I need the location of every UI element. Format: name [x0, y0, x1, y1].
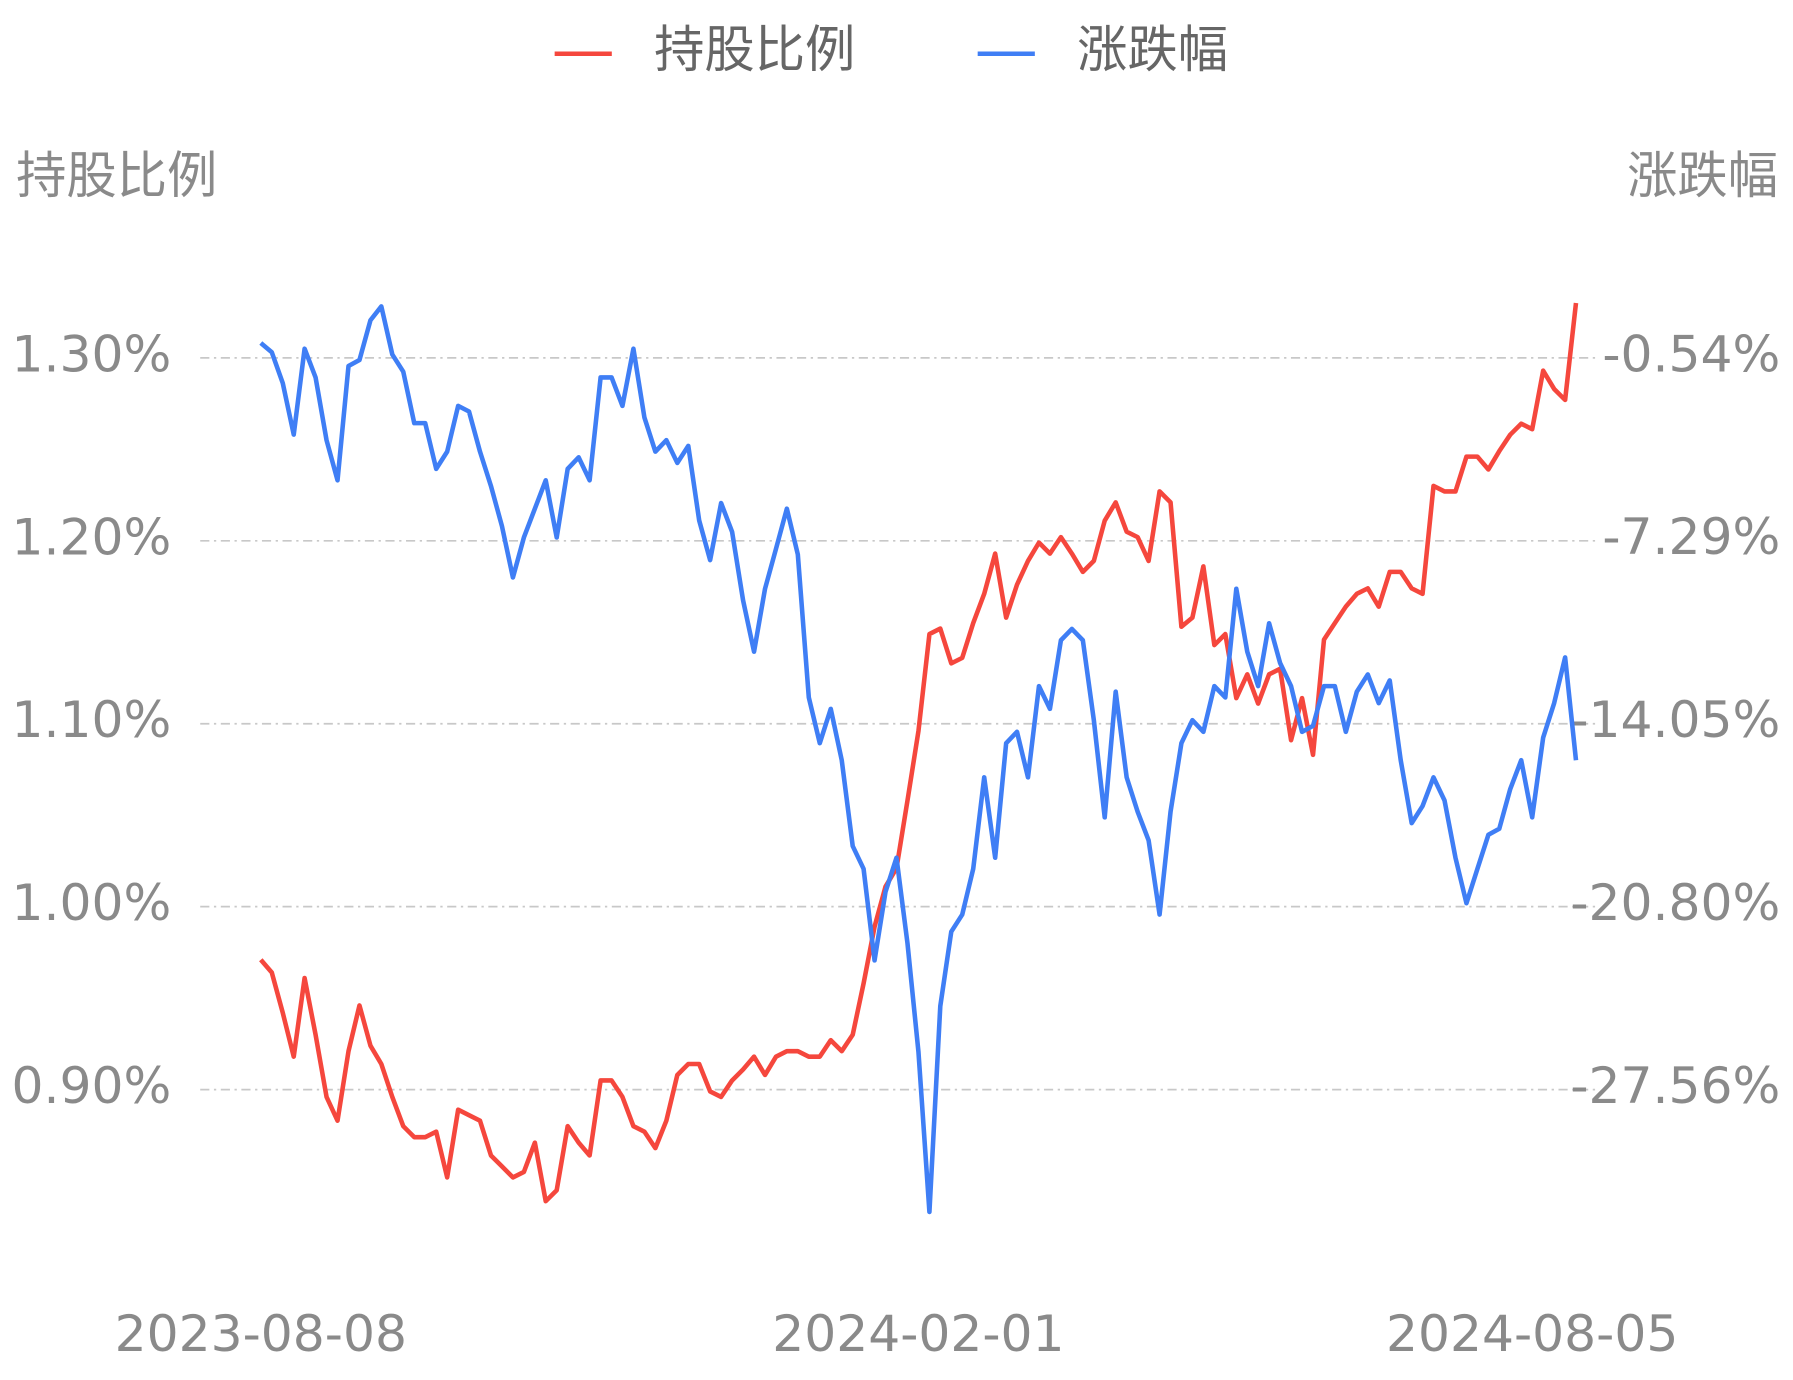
y2-tick-label: -7.29% [1602, 507, 1780, 566]
y2-tick-label: -0.54% [1602, 324, 1780, 383]
y2-tick-label: -27.56% [1570, 1056, 1780, 1115]
y-tick-label: 1.00% [12, 873, 172, 932]
y-tick-label: 1.10% [12, 690, 172, 749]
y-tick-label: 1.30% [12, 324, 172, 383]
y2-tick-label: -20.80% [1570, 873, 1780, 932]
x-tick-label: 2024-08-05 [1386, 1304, 1678, 1363]
y-axis-title: 持股比例 [16, 146, 217, 205]
y2-axis-title: 涨跌幅 [1627, 146, 1778, 205]
y-tick-label: 1.20% [12, 507, 172, 566]
line-series [259, 302, 1579, 1204]
legend-label: 持股比例 [654, 20, 855, 79]
legend-label: 涨跌幅 [1077, 20, 1228, 79]
x-tick-label: 2024-02-01 [772, 1304, 1064, 1363]
line-series [259, 304, 1579, 1215]
x-tick-label: 2023-08-08 [115, 1304, 407, 1363]
y-tick-label: 0.90% [12, 1056, 172, 1115]
y2-tick-label: -14.05% [1570, 690, 1780, 749]
